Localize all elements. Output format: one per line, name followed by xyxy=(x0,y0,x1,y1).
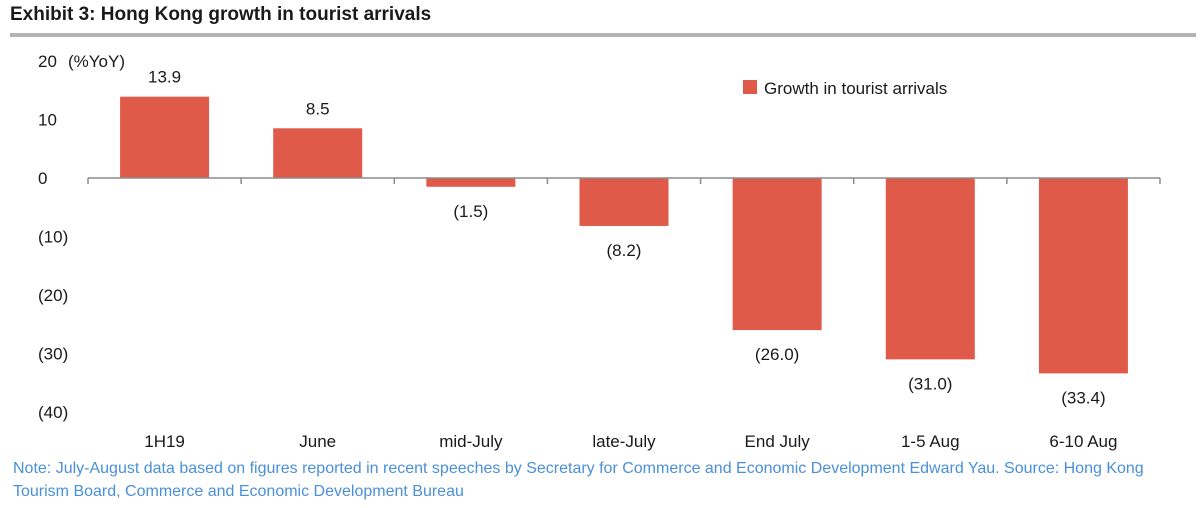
bar xyxy=(1038,178,1128,374)
bar-chart: 20 10 0 (10) (20) (30) (40) (%YoY) 13.9 1H19 8.5 Ju… xyxy=(38,52,1161,451)
bar xyxy=(579,178,669,226)
data-label: (1.5) xyxy=(453,202,488,221)
bar xyxy=(885,178,975,360)
y-tick-label: 0 xyxy=(38,169,47,188)
y-tick-label: (10) xyxy=(38,228,68,247)
y-tick-label: (30) xyxy=(38,345,68,364)
data-label: (31.0) xyxy=(908,374,952,393)
bar xyxy=(732,178,822,331)
y-tick-label: 10 xyxy=(38,111,57,130)
y-tick-label: (20) xyxy=(38,286,68,305)
bar xyxy=(120,96,210,178)
x-tick-label: 6-10 Aug xyxy=(1049,432,1117,451)
chart-note: Note: July-August data based on figures … xyxy=(13,460,1144,500)
data-label: (8.2) xyxy=(607,241,642,260)
x-tick-label: 1H19 xyxy=(144,432,185,451)
bar xyxy=(426,178,516,187)
y-axis-label: (%YoY) xyxy=(68,52,125,71)
bar xyxy=(273,128,363,178)
y-tick-label: (40) xyxy=(38,403,68,422)
legend-swatch xyxy=(743,80,757,94)
x-tick-label: late-July xyxy=(592,432,656,451)
y-tick-label: 20 xyxy=(38,52,57,71)
x-tick-label: 1-5 Aug xyxy=(901,432,960,451)
legend-label: Growth in tourist arrivals xyxy=(764,79,947,98)
data-label: 13.9 xyxy=(148,68,181,87)
title-divider xyxy=(10,33,1196,37)
x-tick-label: mid-July xyxy=(439,432,503,451)
x-tick-label: End July xyxy=(745,432,811,451)
x-tick-label: June xyxy=(299,432,336,451)
data-label: (33.4) xyxy=(1061,388,1105,407)
data-label: (26.0) xyxy=(755,345,799,364)
chart-title: Exhibit 3: Hong Kong growth in tourist a… xyxy=(10,4,432,25)
data-label: 8.5 xyxy=(306,99,330,118)
